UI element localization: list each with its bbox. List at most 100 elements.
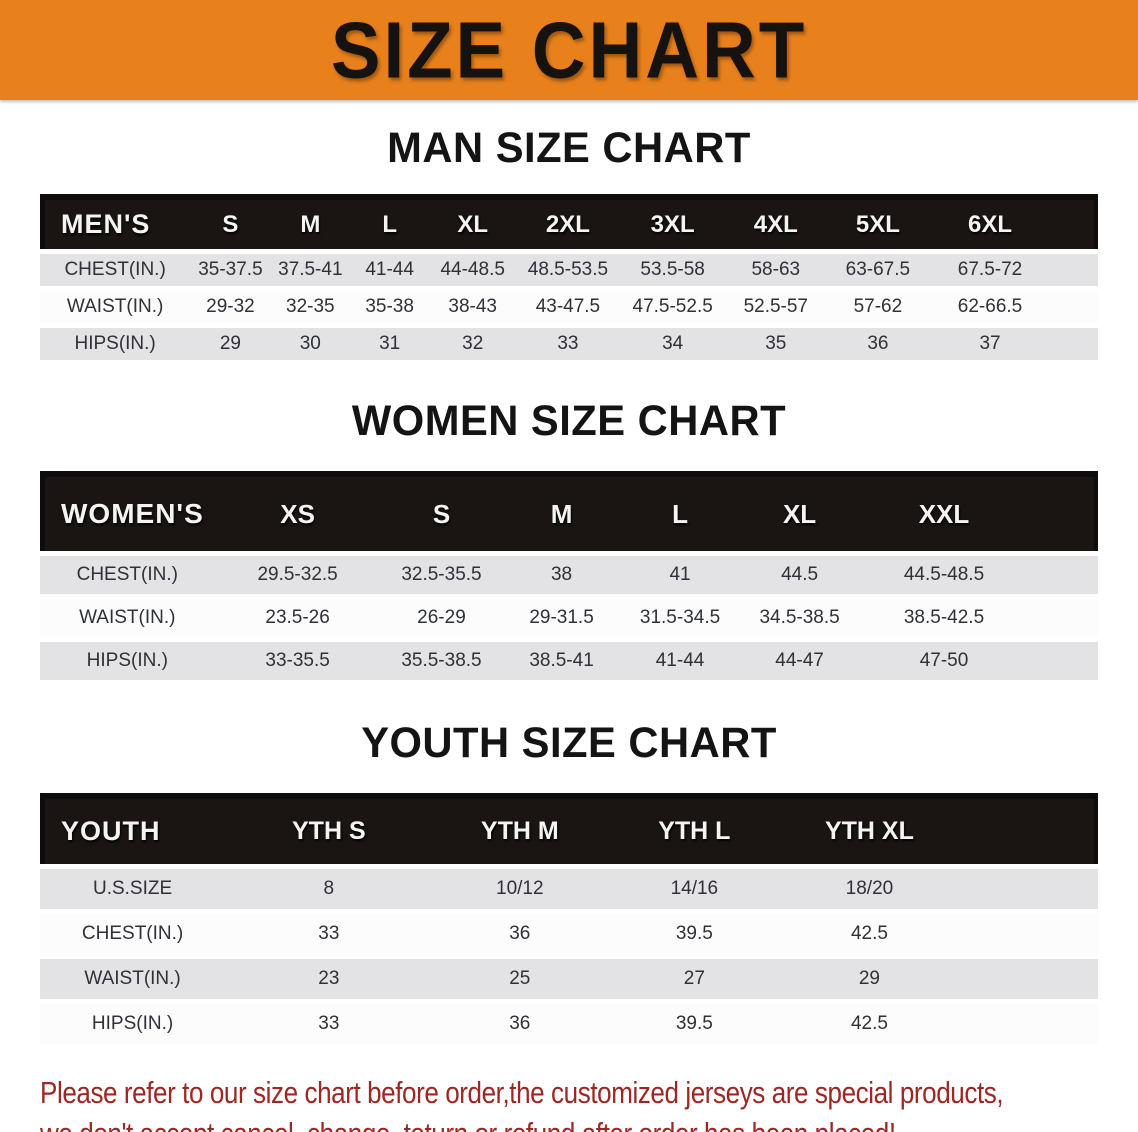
- header-spacer: [1050, 194, 1098, 249]
- size-cell: 42.5: [850, 923, 888, 944]
- size-column-header: S: [380, 471, 503, 551]
- size-column-header: YTH XL: [781, 793, 958, 864]
- size-cell: 36: [867, 333, 889, 354]
- disclaimer: Please refer to our size chart before or…: [40, 1073, 1138, 1132]
- size-cell: 38.5-42.5: [903, 607, 985, 628]
- size-cell: 33: [318, 923, 340, 944]
- size-cell: 37.5-41: [278, 259, 343, 280]
- size-cell: 33: [557, 333, 579, 354]
- size-cell: 53.5-58: [640, 259, 705, 280]
- size-column-header: 5XL: [826, 194, 930, 249]
- size-cell: 36: [509, 1013, 531, 1034]
- size-cell: 48.5-53.5: [527, 259, 609, 280]
- table-row: WAIST(IN.) 29-32 32-35 35-38 38-43 43-47.5 47.…: [40, 291, 1098, 323]
- size-cell: 47.5-52.5: [632, 296, 713, 317]
- size-cell: 35.5-38.5: [401, 650, 482, 671]
- size-cell: 44-48.5: [440, 259, 505, 280]
- size-cell: 62-66.5: [957, 296, 1023, 317]
- size-cell: 27: [683, 968, 705, 989]
- size-cell: 37: [979, 333, 1001, 354]
- table-row: U.S.SIZE 8 10/12 14/16 18/20: [40, 869, 1098, 909]
- size-cell: 32: [462, 333, 484, 354]
- row-spacer: [957, 914, 1098, 954]
- table-corner-label: MEN'S: [40, 194, 191, 249]
- size-cell: 32-35: [286, 296, 335, 317]
- size-cell: 36: [509, 923, 531, 944]
- row-label: CHEST(IN.): [81, 923, 184, 944]
- table-row: HIPS(IN.) 29 30 31 32 33 34 35 36 37: [40, 328, 1098, 360]
- size-column-header: YTH L: [607, 793, 782, 864]
- row-spacer: [1028, 556, 1098, 594]
- size-cell: 29-32: [206, 296, 255, 317]
- size-column-header: YTH M: [432, 793, 608, 864]
- size-cell: 35-37.5: [198, 259, 263, 280]
- row-label: HIPS(IN.): [91, 1013, 174, 1034]
- size-cell: 63-67.5: [845, 259, 911, 280]
- row-spacer: [957, 959, 1098, 999]
- table-row: HIPS(IN.) 33-35.5 35.5-38.5 38.5-41 41-44 44-…: [40, 642, 1098, 680]
- size-column-header: 4XL: [725, 194, 827, 249]
- row-label: HIPS(IN.): [74, 333, 156, 354]
- size-cell: 26-29: [417, 607, 466, 628]
- row-label: CHEST(IN.): [64, 259, 166, 280]
- size-cell: 47-50: [919, 650, 969, 671]
- size-cell: 34: [662, 333, 684, 354]
- row-label: WAIST(IN.): [79, 607, 176, 628]
- size-cell: 44.5-48.5: [903, 564, 985, 585]
- size-cell: 23: [318, 968, 340, 989]
- size-cell: 23.5-26: [265, 607, 330, 628]
- size-cell: 41-44: [655, 650, 705, 671]
- size-cell: 29.5-32.5: [257, 564, 338, 585]
- table-row: WAIST(IN.) 23 25 27 29: [40, 959, 1098, 999]
- size-cell: 31: [379, 333, 401, 354]
- size-cell: 42.5: [850, 1013, 888, 1034]
- size-cell: 29: [858, 968, 880, 989]
- size-cell: 29-31.5: [529, 607, 594, 628]
- table-corner-label: WOMEN'S: [40, 471, 215, 551]
- table-header-row: YOUTH YTH S YTH M YTH L YTH XL: [40, 793, 1098, 864]
- size-cell: 10/12: [496, 878, 544, 899]
- men-size-table: MEN'S S M L XL 2XL 3XL 4XL 5XL 6XL CHEST(IN.) 35-37…: [40, 189, 1098, 365]
- size-cell: 57-62: [853, 296, 903, 317]
- size-column-header: XXL: [859, 471, 1029, 551]
- size-cell: 43-47.5: [535, 296, 601, 317]
- size-cell: 44-47: [775, 650, 824, 671]
- size-cell: 41: [669, 564, 691, 585]
- row-label: CHEST(IN.): [76, 564, 178, 585]
- size-cell: 39.5: [675, 1013, 713, 1034]
- row-spacer: [957, 869, 1098, 909]
- page-title: SIZE CHART: [330, 5, 808, 95]
- size-cell: 32.5-35.5: [401, 564, 482, 585]
- size-cell: 38: [550, 564, 573, 585]
- size-cell: 39.5: [675, 923, 713, 944]
- size-column-header: S: [190, 194, 271, 249]
- size-column-header: 6XL: [929, 194, 1051, 249]
- size-cell: 33: [318, 1013, 340, 1034]
- size-cell: 34.5-38.5: [759, 607, 840, 628]
- men-section-heading: MAN SIZE CHART: [387, 124, 751, 172]
- disclaimer-line-2: we don't accept cancel, change, teturn o…: [40, 1114, 1138, 1132]
- size-column-header: 3XL: [619, 194, 726, 249]
- size-column-header: M: [502, 471, 621, 551]
- row-label: HIPS(IN.): [86, 650, 168, 671]
- row-spacer: [1028, 642, 1098, 680]
- size-cell: 44.5: [781, 564, 819, 585]
- table-header-row: WOMEN'S XS S M L XL XXL: [40, 471, 1098, 551]
- size-cell: 25: [509, 968, 531, 989]
- size-cell: 41-44: [365, 259, 414, 280]
- row-spacer: [1050, 254, 1098, 286]
- size-cell: 18/20: [845, 878, 894, 899]
- size-cell: 8: [323, 878, 335, 899]
- header-spacer: [957, 793, 1098, 864]
- table-row: CHEST(IN.) 35-37.5 37.5-41 41-44 44-48.5 48.5…: [40, 254, 1098, 286]
- row-spacer: [1028, 599, 1098, 637]
- youth-size-table: YOUTH YTH S YTH M YTH L YTH XL U.S.SIZE 8 10/12…: [40, 788, 1098, 1049]
- disclaimer-line-1: Please refer to our size chart before or…: [40, 1075, 1004, 1110]
- table-header-row: MEN'S S M L XL 2XL 3XL 4XL 5XL 6XL: [40, 194, 1098, 249]
- size-cell: 35: [765, 333, 787, 354]
- row-spacer: [1050, 328, 1098, 360]
- table-row: WAIST(IN.) 23.5-26 26-29 29-31.5 31.5-34.5 34…: [40, 599, 1098, 637]
- size-column-header: 2XL: [516, 194, 620, 249]
- header-spacer: [1028, 471, 1098, 551]
